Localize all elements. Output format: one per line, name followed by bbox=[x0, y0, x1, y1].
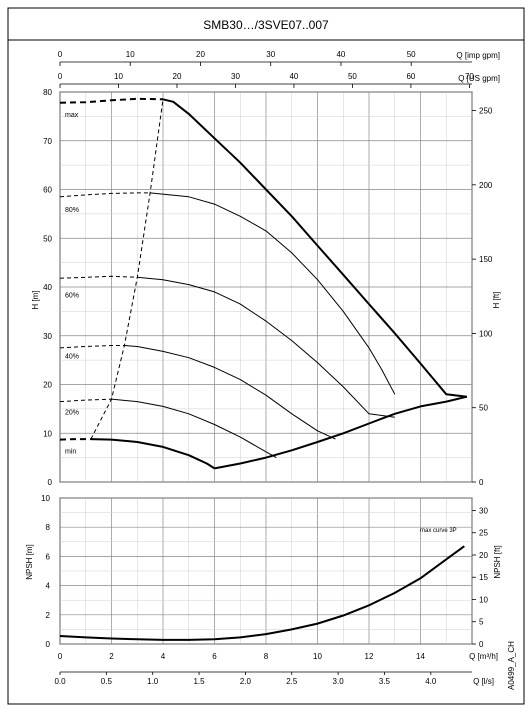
head-curve-40-low-flow bbox=[59, 345, 125, 349]
head-y-tick-left: 60 bbox=[43, 186, 52, 195]
bottom-axis-ls-label: Q [l/s] bbox=[473, 677, 494, 686]
bottom-axis-m3h-label: Q [m³/h] bbox=[469, 652, 498, 661]
bottom-ls-tick-label: 0.5 bbox=[101, 677, 113, 686]
head-curve-80-low-flow bbox=[59, 192, 151, 198]
speed-label: 40% bbox=[65, 353, 79, 360]
npsh-y-tick-right: 30 bbox=[479, 506, 488, 515]
npsh-y-tick-right: 0 bbox=[479, 640, 484, 649]
head-y-tick-left: 30 bbox=[43, 332, 52, 341]
head-y-tick-right: 200 bbox=[479, 181, 493, 190]
head-curve-80- bbox=[150, 192, 396, 395]
top-imp-tick-label: 10 bbox=[126, 50, 135, 59]
head-curve-max bbox=[162, 98, 468, 398]
bottom-m3h-tick-label: 6 bbox=[212, 652, 217, 661]
top-us-tick-label: 0 bbox=[58, 72, 63, 81]
head-y-tick-left: 0 bbox=[48, 478, 53, 487]
head-y-tick-left: 80 bbox=[43, 88, 52, 97]
head-curve-min bbox=[90, 438, 216, 470]
npsh-y-tick-left: 6 bbox=[46, 552, 51, 561]
bottom-ls-tick-label: 1.0 bbox=[147, 677, 159, 686]
head-curve-max-low-flow bbox=[59, 97, 164, 104]
head-curve-20- bbox=[111, 398, 277, 459]
top-us-tick-label: 60 bbox=[406, 72, 415, 81]
top-us-tick-label: 20 bbox=[173, 72, 182, 81]
top-axis-imp-label: Q [imp gpm] bbox=[456, 51, 500, 60]
bottom-axis-ls: 0.0 0.5 1.0 1.5 2.0 2.5 3.0 3.5 4.0 Q [l/s] bbox=[54, 671, 494, 686]
speed-label: max bbox=[65, 112, 79, 119]
bottom-m3h-tick-label: 2 bbox=[109, 652, 114, 661]
bottom-m3h-tick-label: 4 bbox=[161, 652, 166, 661]
top-imp-tick-label: 20 bbox=[196, 50, 205, 59]
head-curve-min-flow-limit bbox=[90, 99, 164, 440]
sheet-border bbox=[7, 7, 525, 705]
bottom-m3h-tick-label: 8 bbox=[264, 652, 269, 661]
npsh-y-tick-left: 4 bbox=[46, 582, 51, 591]
top-us-tick-label: 40 bbox=[289, 72, 298, 81]
bottom-m3h-tick-label: 12 bbox=[365, 652, 374, 661]
npsh-chart: 0 2 4 6 8 10 0 5 10 15 20 25 30 max curve 3P NPSH [… bbox=[25, 494, 502, 649]
bottom-ls-tick-label: 2.5 bbox=[286, 677, 298, 686]
npsh-y-tick-left: 10 bbox=[41, 494, 50, 503]
head-y-label-left: H [m] bbox=[31, 290, 40, 309]
head-y-tick-right: 50 bbox=[479, 404, 488, 413]
head-y-tick-left: 40 bbox=[43, 283, 52, 292]
npsh-y-label-left: NPSH [m] bbox=[25, 544, 34, 580]
head-curve-min-low-flow bbox=[59, 438, 91, 441]
npsh-y-tick-right: 15 bbox=[479, 573, 488, 582]
head-curve-60- bbox=[137, 276, 395, 418]
top-imp-tick-label: 0 bbox=[58, 50, 63, 59]
bottom-ls-tick-label: 3.0 bbox=[333, 677, 345, 686]
head-y-tick-left: 50 bbox=[43, 234, 52, 243]
head-curve-system bbox=[214, 395, 468, 470]
npsh-y-tick-right: 20 bbox=[479, 551, 488, 560]
bottom-ls-tick-label: 1.5 bbox=[193, 677, 205, 686]
npsh-y-tick-right: 5 bbox=[479, 618, 484, 627]
bottom-axis-m3h: 0 2 4 6 8 10 12 14 Q [m³/h] bbox=[58, 652, 498, 661]
top-axis-us-label: Q [US gpm] bbox=[458, 74, 500, 83]
speed-label: 20% bbox=[65, 409, 79, 416]
npsh-annotation: max curve 3P bbox=[420, 528, 457, 534]
top-us-tick-label: 50 bbox=[348, 72, 357, 81]
npsh-curve bbox=[59, 545, 465, 641]
top-imp-tick-label: 50 bbox=[407, 50, 416, 59]
top-axis-us-gpm: 0 10 20 30 40 50 60 70 Q [US gpm] bbox=[58, 72, 500, 88]
head-y-tick-left: 20 bbox=[43, 381, 52, 390]
top-imp-tick-label: 40 bbox=[336, 50, 345, 59]
bottom-m3h-tick-label: 14 bbox=[416, 652, 425, 661]
head-curve-40- bbox=[124, 345, 336, 440]
npsh-y-tick-left: 8 bbox=[46, 523, 51, 532]
top-us-tick-label: 30 bbox=[231, 72, 240, 81]
npsh-y-label-right: NPSH [ft] bbox=[493, 545, 502, 578]
bottom-ls-tick-label: 4.0 bbox=[425, 677, 437, 686]
chart-title: SMB30…/3SVE07..007 bbox=[203, 18, 329, 32]
speed-label: 80% bbox=[65, 207, 79, 214]
top-us-tick-label: 10 bbox=[114, 72, 123, 81]
head-y-tick-right: 250 bbox=[479, 107, 493, 116]
top-axis-imp-gpm: 0 10 20 30 40 50 Q [imp gpm] bbox=[58, 50, 500, 66]
speed-label: 60% bbox=[65, 292, 79, 299]
npsh-y-tick-right: 10 bbox=[479, 595, 488, 604]
bottom-m3h-tick-label: 10 bbox=[313, 652, 322, 661]
top-imp-tick-label: 30 bbox=[266, 50, 275, 59]
npsh-y-tick-left: 2 bbox=[46, 611, 51, 620]
speed-label: min bbox=[65, 448, 76, 455]
head-y-tick-left: 10 bbox=[43, 429, 52, 438]
document-code: A0499_A_CH bbox=[507, 641, 516, 690]
bottom-ls-tick-label: 3.5 bbox=[379, 677, 391, 686]
top-us-tick-label: 70 bbox=[465, 72, 474, 81]
npsh-y-tick-left: 0 bbox=[46, 640, 51, 649]
head-y-label-right: H [ft] bbox=[492, 292, 501, 309]
head-chart: 0 10 20 30 40 50 60 70 80 0 50 100 150 200 250 max 80%… bbox=[31, 88, 501, 487]
bottom-ls-tick-label: 2.0 bbox=[240, 677, 252, 686]
head-curve-20-low-flow bbox=[59, 398, 112, 403]
head-curve-60-low-flow bbox=[59, 275, 138, 279]
bottom-ls-tick-label: 0.0 bbox=[54, 677, 66, 686]
head-y-tick-right: 100 bbox=[479, 329, 493, 338]
head-y-tick-left: 70 bbox=[43, 137, 52, 146]
bottom-m3h-tick-label: 0 bbox=[58, 652, 63, 661]
head-y-tick-right: 0 bbox=[479, 478, 484, 487]
head-y-tick-right: 150 bbox=[479, 255, 493, 264]
npsh-y-tick-right: 25 bbox=[479, 529, 488, 538]
